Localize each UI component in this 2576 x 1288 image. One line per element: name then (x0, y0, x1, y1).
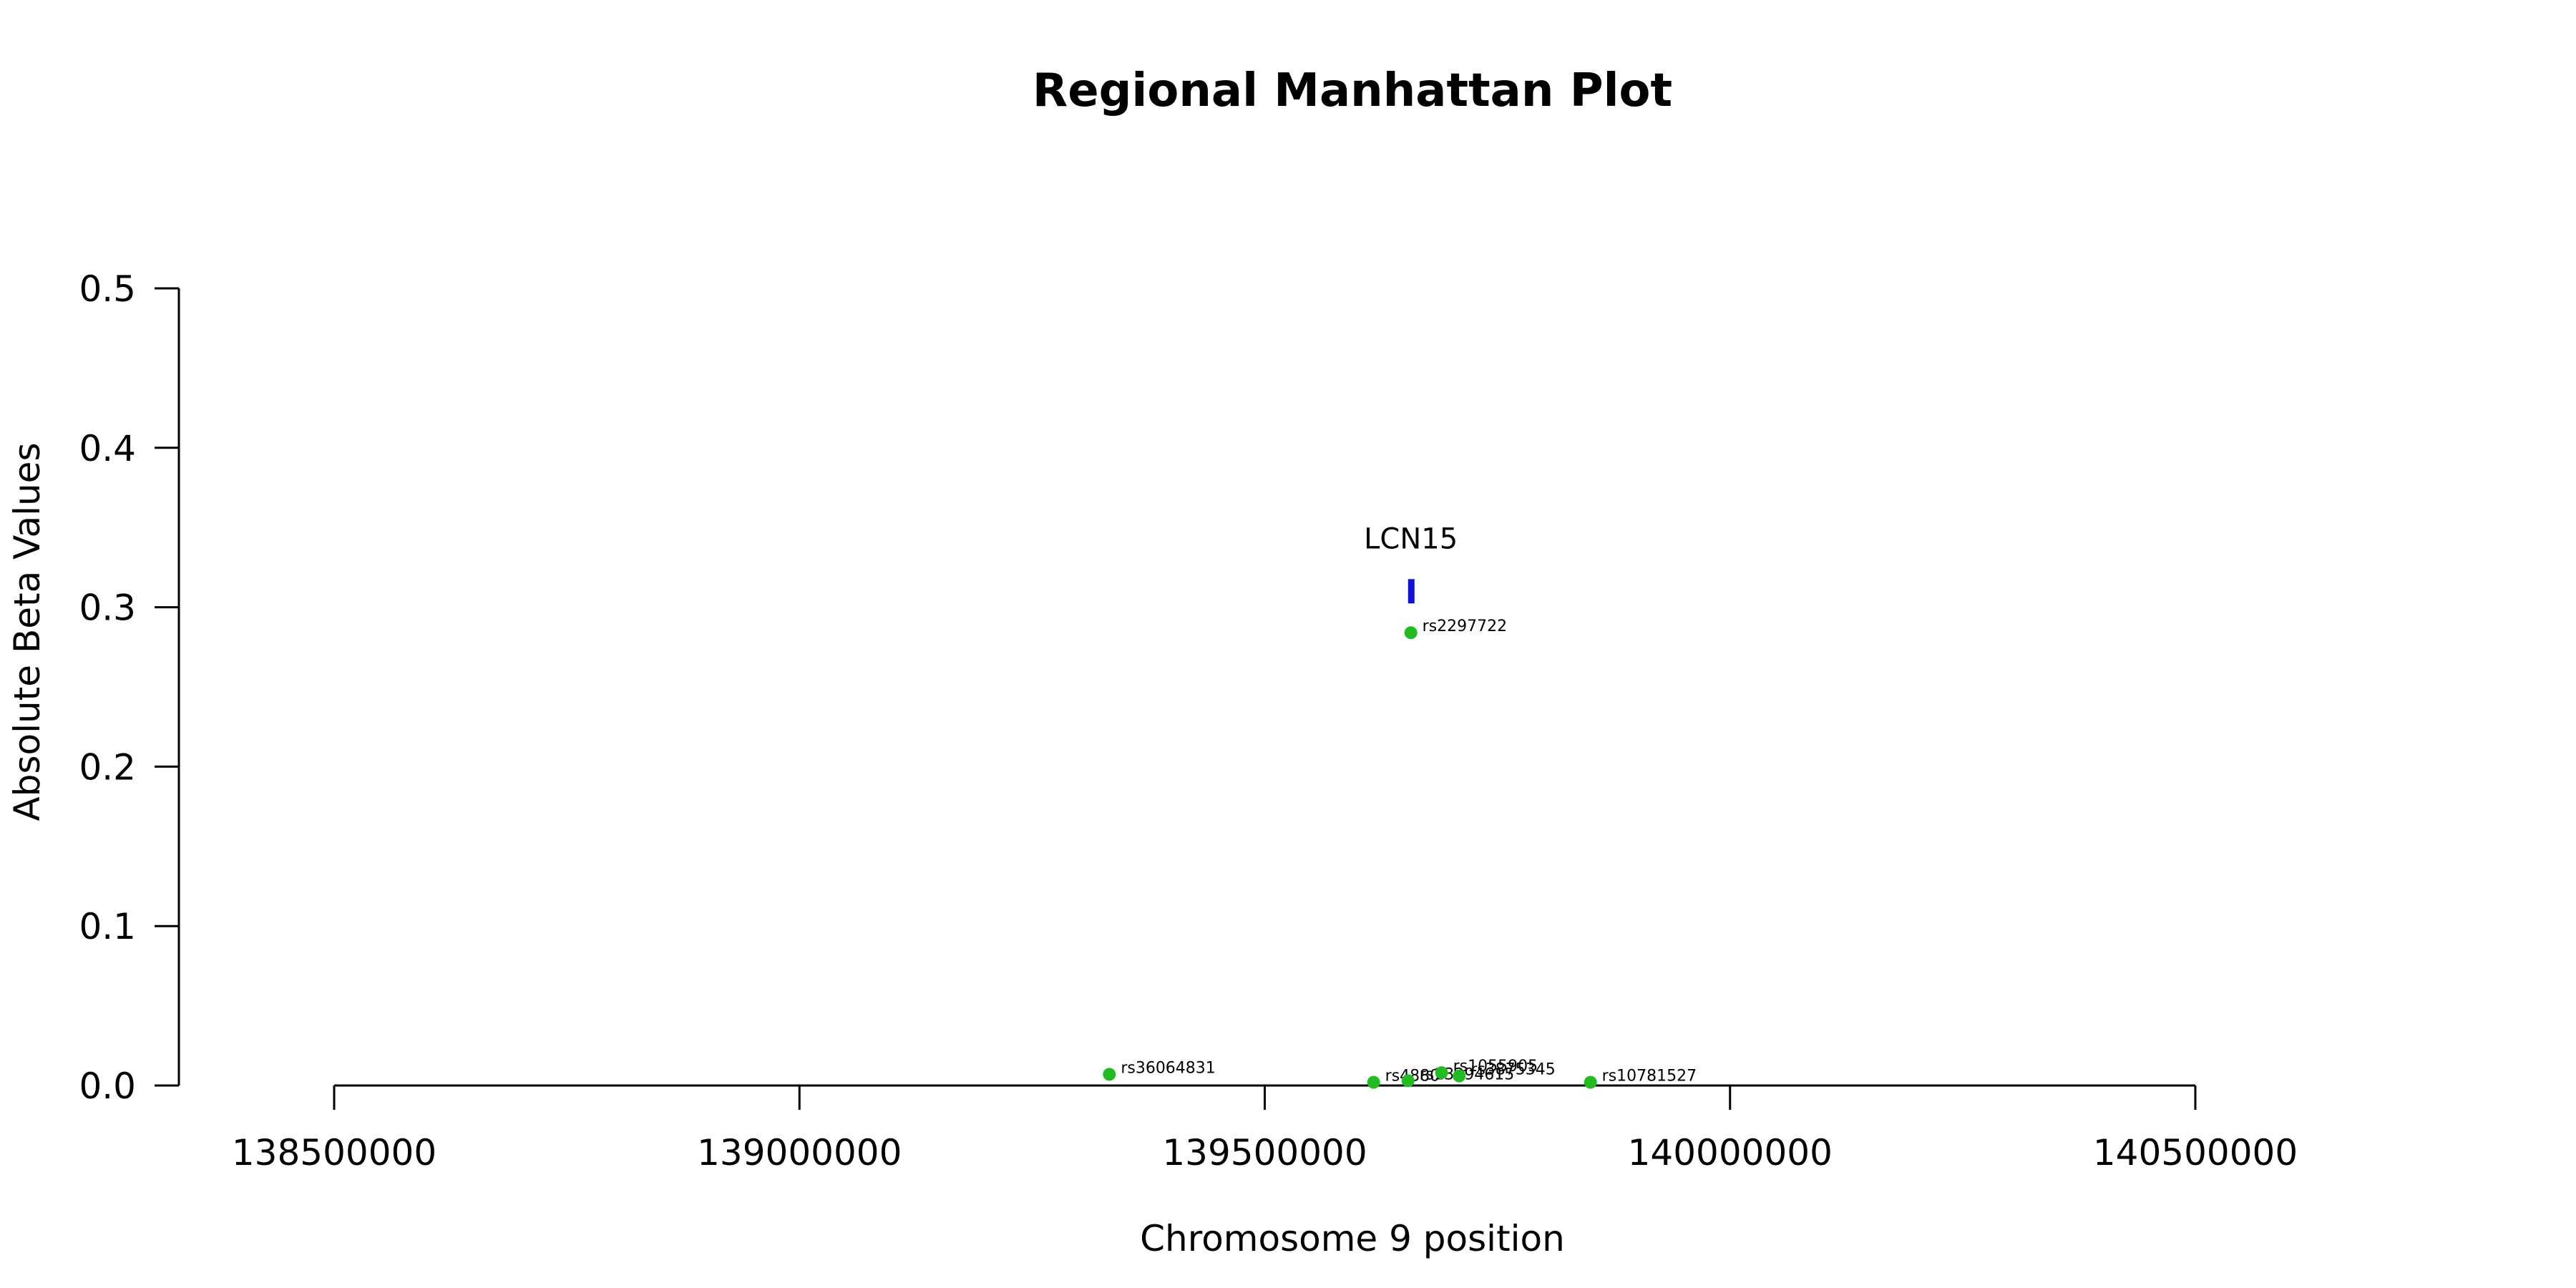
snp-point (1103, 1068, 1116, 1081)
snp-point (1367, 1075, 1380, 1089)
snp-points: rs36064831rs2297722rs4880rs13294615rs105… (1103, 618, 1697, 1089)
x-tick-label: 139500000 (1162, 1132, 1367, 1174)
y-axis-label: Absolute Beta Values (6, 443, 48, 821)
snp-label: rs13294615 (1420, 1065, 1514, 1083)
y-tick-label: 0.4 (79, 428, 136, 469)
x-tick-label: 139000000 (697, 1132, 902, 1174)
gene-track: LCN15 (1364, 522, 1458, 604)
x-tick-label: 140500000 (2093, 1132, 2298, 1174)
y-tick-label: 0.0 (79, 1065, 136, 1107)
snp-label: rs3875345 (1470, 1061, 1556, 1079)
y-axis-ticks: 0.0 0.1 0.2 0.3 0.4 0.5 (79, 268, 179, 1107)
x-axis-ticks: 138500000 139000000 139500000 140000000 1405… (232, 1085, 2298, 1174)
x-tick-label: 138500000 (232, 1132, 436, 1174)
y-tick-label: 0.3 (79, 587, 136, 629)
snp-label: rs1055905 (1453, 1058, 1538, 1075)
x-tick-label: 140000000 (1628, 1132, 1833, 1174)
snp-point (1404, 626, 1418, 640)
snp-label: rs10781527 (1602, 1068, 1697, 1085)
snp-point (1584, 1075, 1597, 1089)
snp-point (1435, 1066, 1448, 1080)
y-tick-label: 0.1 (79, 906, 136, 947)
gene-bar (1407, 579, 1415, 604)
x-axis-label: Chromosome 9 position (1140, 1218, 1565, 1259)
snp-label: rs36064831 (1121, 1059, 1215, 1077)
snp-point (1453, 1069, 1466, 1083)
gene-label: LCN15 (1364, 522, 1458, 555)
snp-point (1401, 1074, 1415, 1088)
y-tick-label: 0.5 (79, 268, 136, 310)
chart-title: Regional Manhattan Plot (1033, 64, 1672, 117)
y-tick-label: 0.2 (79, 746, 136, 788)
snp-label: rs2297722 (1423, 618, 1508, 635)
